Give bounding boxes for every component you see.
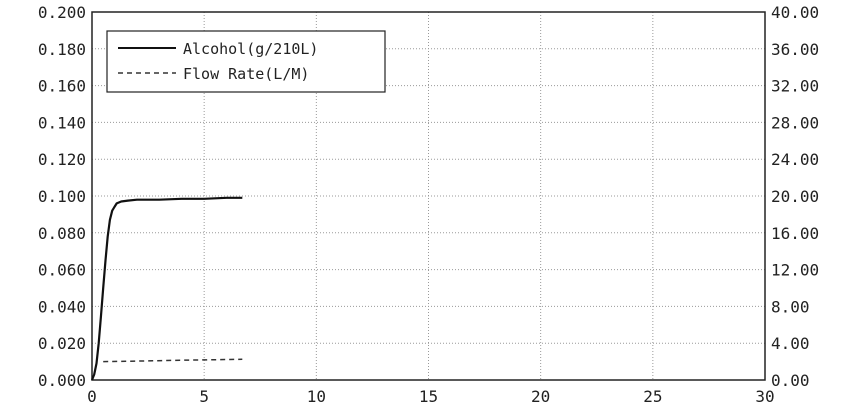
y-left-tick-label: 0.040 [38,297,86,316]
y-right-tick-label: 24.00 [771,150,819,169]
x-tick-label: 20 [531,387,550,406]
x-tick-label: 15 [419,387,438,406]
y-right-tick-label: 20.00 [771,187,819,206]
y-left-tick-label: 0.000 [38,371,86,390]
y-left-tick-label: 0.060 [38,261,86,280]
plot-area-frame [91,11,766,381]
y-left-tick-label: 0.200 [38,3,86,22]
y-left-tick-label: 0.100 [38,187,86,206]
y-left-tick-label: 0.140 [38,113,86,132]
legend-label-alcohol: Alcohol(g/210L) [183,40,318,58]
x-tick-label: 0 [87,387,97,406]
x-tick-label: 10 [307,387,326,406]
y-right-tick-label: 36.00 [771,40,819,59]
y-left-tick-label: 0.020 [38,334,86,353]
x-tick-label: 25 [643,387,662,406]
y-left-tick-label: 0.120 [38,150,86,169]
y-left-tick-label: 0.080 [38,224,86,243]
series-line-flow-rate [103,358,243,363]
y-right-tick-label: 4.00 [771,334,810,353]
series-group [90,196,243,381]
series-line-alcohol [90,196,243,381]
y-left-tick-label: 0.160 [38,77,86,96]
y-right-tick-label: 0.00 [771,371,810,390]
legend-label-flow-rate: Flow Rate(L/M) [183,65,309,83]
legend: Alcohol(g/210L) Flow Rate(L/M) [106,30,386,93]
y-right-tick-label: 12.00 [771,261,819,280]
y-left-tick-label: 0.180 [38,40,86,59]
y-right-tick-label: 28.00 [771,113,819,132]
grid [92,12,765,380]
tick-labels: 0 5 10 15 20 25 30 0.000 0.020 0.040 0.060 0.080 0.1… [38,3,819,406]
x-tick-label: 5 [199,387,209,406]
y-right-tick-label: 32.00 [771,77,819,96]
y-right-tick-label: 40.00 [771,3,819,22]
y-right-tick-label: 16.00 [771,224,819,243]
x-tick-label: 30 [755,387,774,406]
y-right-tick-label: 8.00 [771,297,810,316]
legend-box [106,30,386,93]
